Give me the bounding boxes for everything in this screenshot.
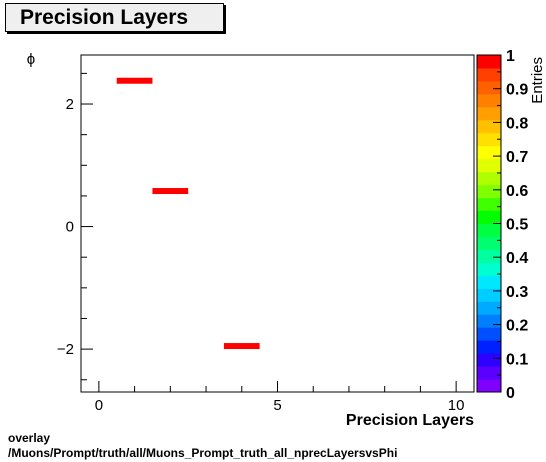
title-box: Precision Layers (5, 3, 224, 32)
color-band (477, 340, 501, 354)
color-band (477, 119, 501, 134)
color-band (477, 67, 501, 82)
z-tick-label: 0.5 (506, 217, 528, 234)
color-band (477, 288, 501, 302)
color-band (477, 197, 501, 212)
color-band (477, 275, 501, 289)
color-band (477, 301, 501, 315)
z-tick-label: 0.7 (506, 149, 528, 166)
color-band (477, 132, 501, 147)
color-band (477, 327, 501, 341)
color-band (477, 379, 501, 393)
color-band (477, 314, 501, 328)
y-axis: −2 0 2 (57, 72, 93, 381)
z-tick-label: 0.8 (506, 115, 528, 132)
z-tick-label: 0.3 (506, 284, 528, 301)
color-band (477, 145, 501, 160)
color-band (477, 366, 501, 380)
z-tick-label: 0.6 (506, 183, 528, 200)
color-band (477, 184, 501, 199)
color-band (477, 106, 501, 121)
z-axis-label: Entries (529, 57, 546, 104)
bin-2 (223, 343, 260, 350)
y-tick-label: −2 (57, 341, 74, 358)
footer-overlay: overlay (8, 431, 51, 445)
footer-path: /Muons/Prompt/truth/all/Muons_Prompt_tru… (8, 446, 398, 460)
x-tick-label: 5 (273, 397, 281, 414)
color-band (477, 171, 501, 186)
z-tick-label: 0.2 (506, 318, 528, 335)
color-band (477, 55, 501, 69)
y-tick-label: 0 (66, 219, 74, 236)
z-tick-label: 0.1 (506, 351, 528, 368)
color-band (477, 210, 501, 224)
chart-title: Precision Layers (20, 6, 189, 29)
color-band (477, 93, 501, 108)
plot-frame (80, 54, 475, 393)
color-band (477, 80, 501, 95)
color-band (477, 158, 501, 173)
z-tick-label: 0 (506, 385, 515, 402)
data-bins (116, 77, 260, 350)
x-axis: 0 5 10 (95, 381, 465, 414)
z-tick-label: 0.4 (506, 250, 528, 267)
x-axis-label: Precision Layers (346, 412, 474, 429)
plot-area (80, 54, 475, 393)
bin-0 (116, 77, 153, 84)
color-band (477, 262, 501, 276)
x-tick-label: 10 (448, 397, 465, 414)
color-band (477, 249, 501, 263)
color-band (477, 353, 501, 367)
z-tick-label: 0.9 (506, 82, 528, 99)
color-band (477, 236, 501, 250)
color-band (477, 223, 501, 237)
x-tick-label: 0 (95, 397, 103, 414)
y-axis-label: ϕ (27, 51, 35, 68)
y-tick-label: 2 (66, 96, 74, 113)
bin-1 (152, 188, 189, 195)
color-bar: 0 0.1 0.2 0.3 0.4 0.5 0.6 0.7 0.8 0.9 1 (476, 48, 528, 402)
z-tick-label: 1 (506, 48, 515, 65)
